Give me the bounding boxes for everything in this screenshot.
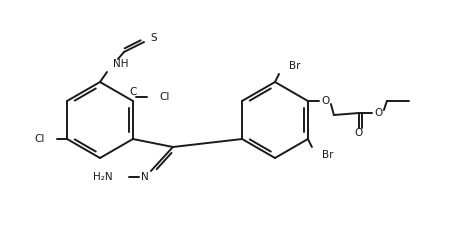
Text: Cl: Cl [159, 92, 169, 102]
Text: NH: NH [113, 59, 129, 69]
Text: Br: Br [289, 61, 301, 71]
Text: Br: Br [322, 150, 333, 160]
Text: O: O [355, 128, 363, 138]
Text: N: N [141, 172, 149, 182]
Text: H₂N: H₂N [93, 172, 113, 182]
Text: C: C [129, 87, 137, 97]
Text: Cl: Cl [35, 134, 45, 144]
Text: O: O [322, 96, 330, 106]
Text: O: O [375, 108, 383, 118]
Text: S: S [150, 33, 157, 43]
